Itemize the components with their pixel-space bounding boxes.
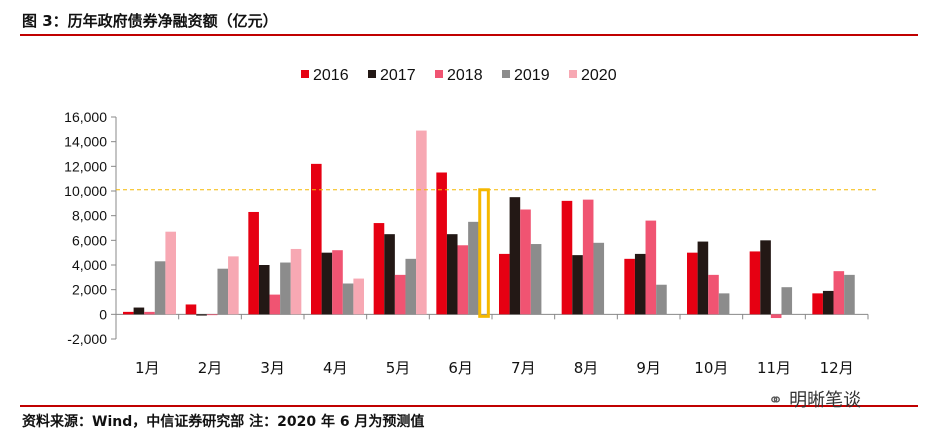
bar-2016-8月 — [561, 200, 573, 315]
bar-2020-4月 — [353, 278, 364, 315]
legend-label-2019: 2019 — [514, 67, 550, 84]
legend-label-2016: 2016 — [313, 67, 349, 84]
bar-2019-10月 — [718, 293, 730, 315]
bar-2020-2月 — [228, 256, 239, 315]
y-tick-label: 14,000 — [64, 134, 107, 150]
bar-2018-1月 — [144, 311, 155, 315]
bar-2016-10月 — [687, 252, 698, 315]
bar-2017-7月 — [509, 197, 521, 315]
legend-swatch-2020 — [569, 70, 577, 78]
bar-2020-1月 — [165, 231, 176, 315]
legend-swatch-2016 — [301, 70, 309, 78]
y-tick-label: 12,000 — [64, 158, 107, 174]
bar-2018-4月 — [332, 250, 343, 315]
bar-2017-2月 — [196, 314, 207, 316]
x-tick-label: 10月 — [694, 359, 728, 377]
bar-2018-10月 — [708, 274, 719, 315]
bar-2019-7月 — [530, 244, 542, 315]
bar-2016-1月 — [123, 311, 134, 315]
bar-2018-12月 — [833, 271, 845, 315]
bar-2017-10月 — [697, 241, 709, 315]
bar-2019-6月 — [468, 221, 479, 315]
bar-2019-3月 — [280, 262, 291, 315]
y-tick-label: 8,000 — [72, 208, 107, 224]
bar-2017-4月 — [321, 252, 333, 315]
watermark-text: 明晰笔谈 — [789, 390, 862, 411]
bar-2020-3月 — [290, 248, 302, 315]
bar-2017-3月 — [258, 265, 270, 315]
bar-2016-3月 — [248, 211, 259, 315]
bar-2018-11月 — [770, 314, 782, 319]
bar-2017-5月 — [384, 234, 395, 315]
top-divider — [20, 34, 918, 36]
legend-label-2017: 2017 — [380, 67, 416, 84]
y-tick-label: 16,000 — [64, 109, 107, 125]
y-tick-label: 4,000 — [72, 257, 107, 273]
page-title: 图 3：历年政府债券净融资额（亿元） — [22, 12, 278, 30]
x-tick-label: 7月 — [511, 359, 536, 377]
x-tick-label: 4月 — [323, 359, 348, 377]
x-tick-label: 1月 — [135, 359, 160, 377]
x-tick-label: 8月 — [574, 359, 599, 377]
y-tick-label: 6,000 — [72, 232, 107, 248]
bar-2019-9月 — [656, 284, 667, 315]
x-tick-label: 6月 — [448, 359, 473, 377]
x-tick-label: 5月 — [386, 359, 411, 377]
legend-label-2020: 2020 — [581, 67, 617, 84]
legend-swatch-2018 — [435, 70, 443, 78]
bar-2017-6月 — [446, 234, 458, 315]
y-tick-label: 2,000 — [72, 282, 107, 298]
bar-2017-1月 — [133, 307, 145, 315]
bar-2016-9月 — [624, 258, 635, 315]
x-tick-label: 3月 — [260, 359, 285, 377]
bar-2017-11月 — [760, 240, 771, 315]
bar-2019-12月 — [844, 274, 855, 315]
bar-2018-6月 — [457, 245, 469, 315]
bottom-divider — [20, 405, 918, 407]
bar-2018-8月 — [582, 199, 594, 315]
bar-2020-5月 — [416, 130, 427, 315]
bar-2018-2月 — [206, 314, 218, 316]
wechat-icon: ⚭ — [768, 390, 784, 411]
x-tick-label: 11月 — [757, 359, 791, 377]
bar-2017-9月 — [634, 253, 646, 315]
bar-2018-7月 — [520, 209, 531, 315]
bar-2016-6月 — [436, 172, 447, 315]
x-tick-label: 2月 — [198, 359, 223, 377]
bar-2016-5月 — [373, 223, 385, 315]
bar-2018-5月 — [394, 274, 406, 315]
bar-2016-7月 — [499, 253, 510, 315]
legend-swatch-2017 — [368, 70, 376, 78]
bar-2016-11月 — [749, 251, 761, 315]
bar-2019-1月 — [154, 261, 166, 315]
legend-swatch-2019 — [502, 70, 510, 78]
watermark: ⚭ 明晰笔谈 — [768, 386, 861, 412]
bar-2019-8月 — [593, 242, 605, 315]
y-tick-label: -2,000 — [67, 331, 107, 347]
source-note: 资料来源：Wind，中信证券研究部 注：2020 年 6 月为预测值 — [22, 414, 425, 430]
y-tick-label: 0 — [99, 306, 107, 322]
y-tick-label: 10,000 — [64, 183, 107, 199]
x-tick-label: 12月 — [820, 359, 854, 377]
x-tick-label: 9月 — [636, 359, 661, 377]
bar-2019-11月 — [781, 287, 793, 315]
legend-label-2018: 2018 — [447, 67, 483, 84]
bar-2016-4月 — [311, 163, 322, 315]
bar-2018-9月 — [645, 220, 657, 315]
bar-2017-8月 — [572, 255, 583, 315]
bar-2018-3月 — [269, 294, 281, 315]
bar-2017-12月 — [822, 290, 834, 315]
title-bar: 图 3：历年政府债券净融资额（亿元） — [0, 0, 920, 36]
bar-2019-2月 — [217, 268, 229, 315]
bar-2019-4月 — [342, 283, 354, 315]
bar-2016-12月 — [812, 293, 823, 315]
bar-2019-5月 — [405, 258, 417, 315]
bar-2016-2月 — [185, 304, 197, 315]
highlight-forecast-bar — [478, 188, 490, 318]
